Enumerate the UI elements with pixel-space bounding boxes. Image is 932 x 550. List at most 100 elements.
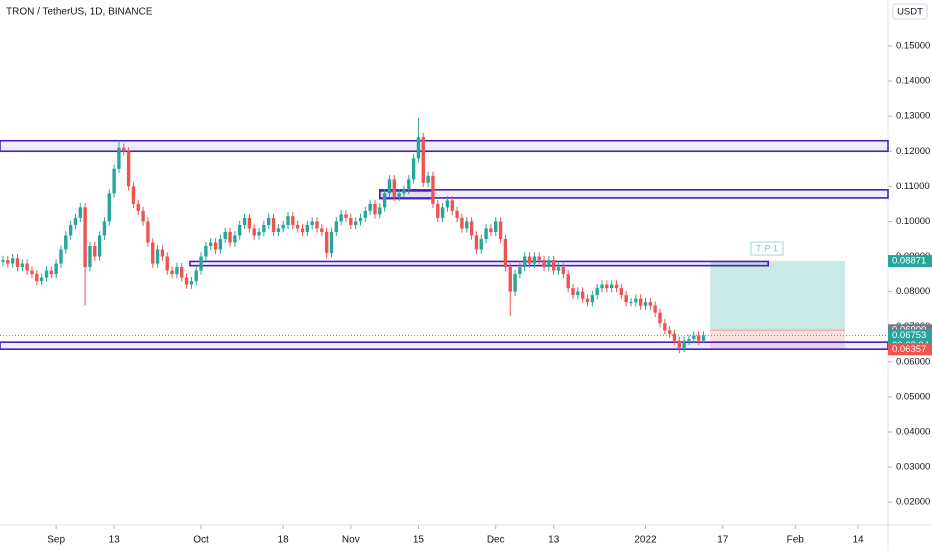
candle-body xyxy=(407,179,411,190)
candle-body xyxy=(64,235,68,250)
candle-body xyxy=(489,228,493,232)
candle-body xyxy=(353,221,358,225)
candle-body xyxy=(411,158,416,180)
candle-body xyxy=(590,295,595,303)
candle-body xyxy=(667,330,672,334)
candle-body xyxy=(93,246,97,257)
y-tick-label: 0.03000 xyxy=(896,462,930,473)
candle-body xyxy=(295,224,300,229)
x-tick-label: 15 xyxy=(413,535,425,546)
candle-body xyxy=(474,235,479,250)
candle-body xyxy=(97,235,102,257)
candle-body xyxy=(189,281,194,285)
candle-body xyxy=(54,263,58,275)
candle-body xyxy=(20,263,25,268)
candle-body xyxy=(605,284,609,289)
candle-body xyxy=(223,231,227,239)
candle-body xyxy=(291,216,295,225)
currency[interactable]: USDT xyxy=(897,7,923,18)
candle-body xyxy=(160,249,165,257)
candle-body xyxy=(692,335,696,340)
candle-body xyxy=(117,147,121,169)
candle-body xyxy=(469,221,474,236)
candle-body xyxy=(39,277,44,282)
x-tick-label: Nov xyxy=(342,535,360,546)
candle-body xyxy=(324,231,329,254)
candle-body xyxy=(561,267,566,275)
candle-body xyxy=(339,214,343,222)
candle-body xyxy=(508,267,512,292)
candle-body xyxy=(126,151,131,187)
y-tick-label: 0.08000 xyxy=(896,286,930,297)
price-label: 0.08871 xyxy=(892,256,926,267)
candle-body xyxy=(218,238,223,250)
candle-body xyxy=(614,284,619,289)
candle-body xyxy=(262,224,266,232)
candle-body xyxy=(581,291,585,299)
candle-body xyxy=(10,258,15,264)
candle-body xyxy=(547,260,551,268)
candle-body xyxy=(629,302,633,304)
candle-body xyxy=(416,137,421,159)
candle-body xyxy=(373,203,377,215)
candle-body xyxy=(677,340,681,348)
candle-body xyxy=(523,256,527,268)
y-tick-label: 0.04000 xyxy=(896,427,930,438)
candle-body xyxy=(498,221,503,239)
candle-body xyxy=(363,210,367,218)
x-tick-label: 18 xyxy=(278,535,290,546)
candle-body xyxy=(402,189,406,194)
candle-body xyxy=(527,256,532,264)
candle-body xyxy=(107,193,111,222)
candle-body xyxy=(15,258,20,268)
candle-body xyxy=(252,228,256,236)
candle-body xyxy=(136,203,140,211)
candle-body xyxy=(566,274,570,289)
candle-body xyxy=(358,217,363,222)
candle-body xyxy=(238,224,242,236)
candle-body xyxy=(59,249,63,264)
candle-body xyxy=(672,333,677,341)
candle-body xyxy=(440,207,445,218)
candle-body xyxy=(194,270,198,282)
y-tick-label: 0.06000 xyxy=(896,356,930,367)
price-label: 0.06753 xyxy=(892,330,926,341)
tp-label: T P 1 xyxy=(756,244,778,255)
y-tick-label: 0.12000 xyxy=(896,146,930,157)
zone xyxy=(378,189,889,199)
candle-body xyxy=(6,260,10,264)
y-tick-label: 0.10000 xyxy=(896,216,930,227)
candle-body xyxy=(233,235,237,243)
candle-body xyxy=(35,274,39,282)
candle-body xyxy=(663,323,667,331)
candle-body xyxy=(479,238,483,250)
candle-body xyxy=(653,305,657,313)
y-tick-label: 0.02000 xyxy=(896,497,930,508)
candle-body xyxy=(682,340,686,348)
candle-body xyxy=(595,288,599,296)
x-tick-label: Feb xyxy=(787,535,805,546)
candle-body xyxy=(648,302,653,306)
candle-body xyxy=(257,231,261,236)
currency-button[interactable] xyxy=(892,3,928,20)
candle-body xyxy=(315,221,319,229)
candle-body xyxy=(537,256,541,261)
candle-body xyxy=(155,249,160,264)
candle-body xyxy=(658,312,662,324)
candle-body xyxy=(445,200,450,208)
x-tick-label: 14 xyxy=(852,535,864,546)
candle-body xyxy=(392,179,396,197)
candle-body xyxy=(513,274,517,292)
profit-zone xyxy=(710,261,846,331)
candle-body xyxy=(320,228,324,232)
y-tick-label: 0.14000 xyxy=(896,76,930,87)
y-tick-label: 0.05000 xyxy=(896,391,930,402)
candle-body xyxy=(88,246,92,268)
candle-body xyxy=(436,203,440,218)
candle-body xyxy=(542,260,546,268)
tp-label-box xyxy=(750,241,784,256)
candle-body xyxy=(431,175,435,204)
candle-body xyxy=(609,284,614,289)
x-tick-label: Oct xyxy=(193,535,209,546)
loss-zone xyxy=(710,330,846,350)
